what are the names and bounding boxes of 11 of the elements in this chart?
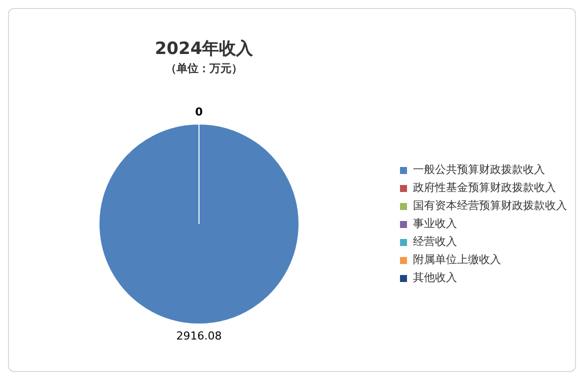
data-label: 2916.08	[176, 330, 222, 342]
chart-title: 2024年收入	[154, 38, 254, 60]
chart-subtitle: （单位：万元）	[164, 61, 244, 76]
legend-label: 国有资本经营预算财政拨款收入	[413, 198, 567, 214]
legend-label: 经营收入	[413, 234, 457, 250]
text: 0	[195, 106, 203, 118]
legend-label: 事业收入	[413, 216, 457, 232]
legend-label: 附属单位上缴收入	[413, 252, 501, 268]
legend-label: 一般公共预算财政拨款收入	[413, 162, 545, 178]
legend-label: 其他收入	[413, 270, 457, 286]
legend-label: 政府性基金预算财政拨款收入	[413, 180, 556, 196]
